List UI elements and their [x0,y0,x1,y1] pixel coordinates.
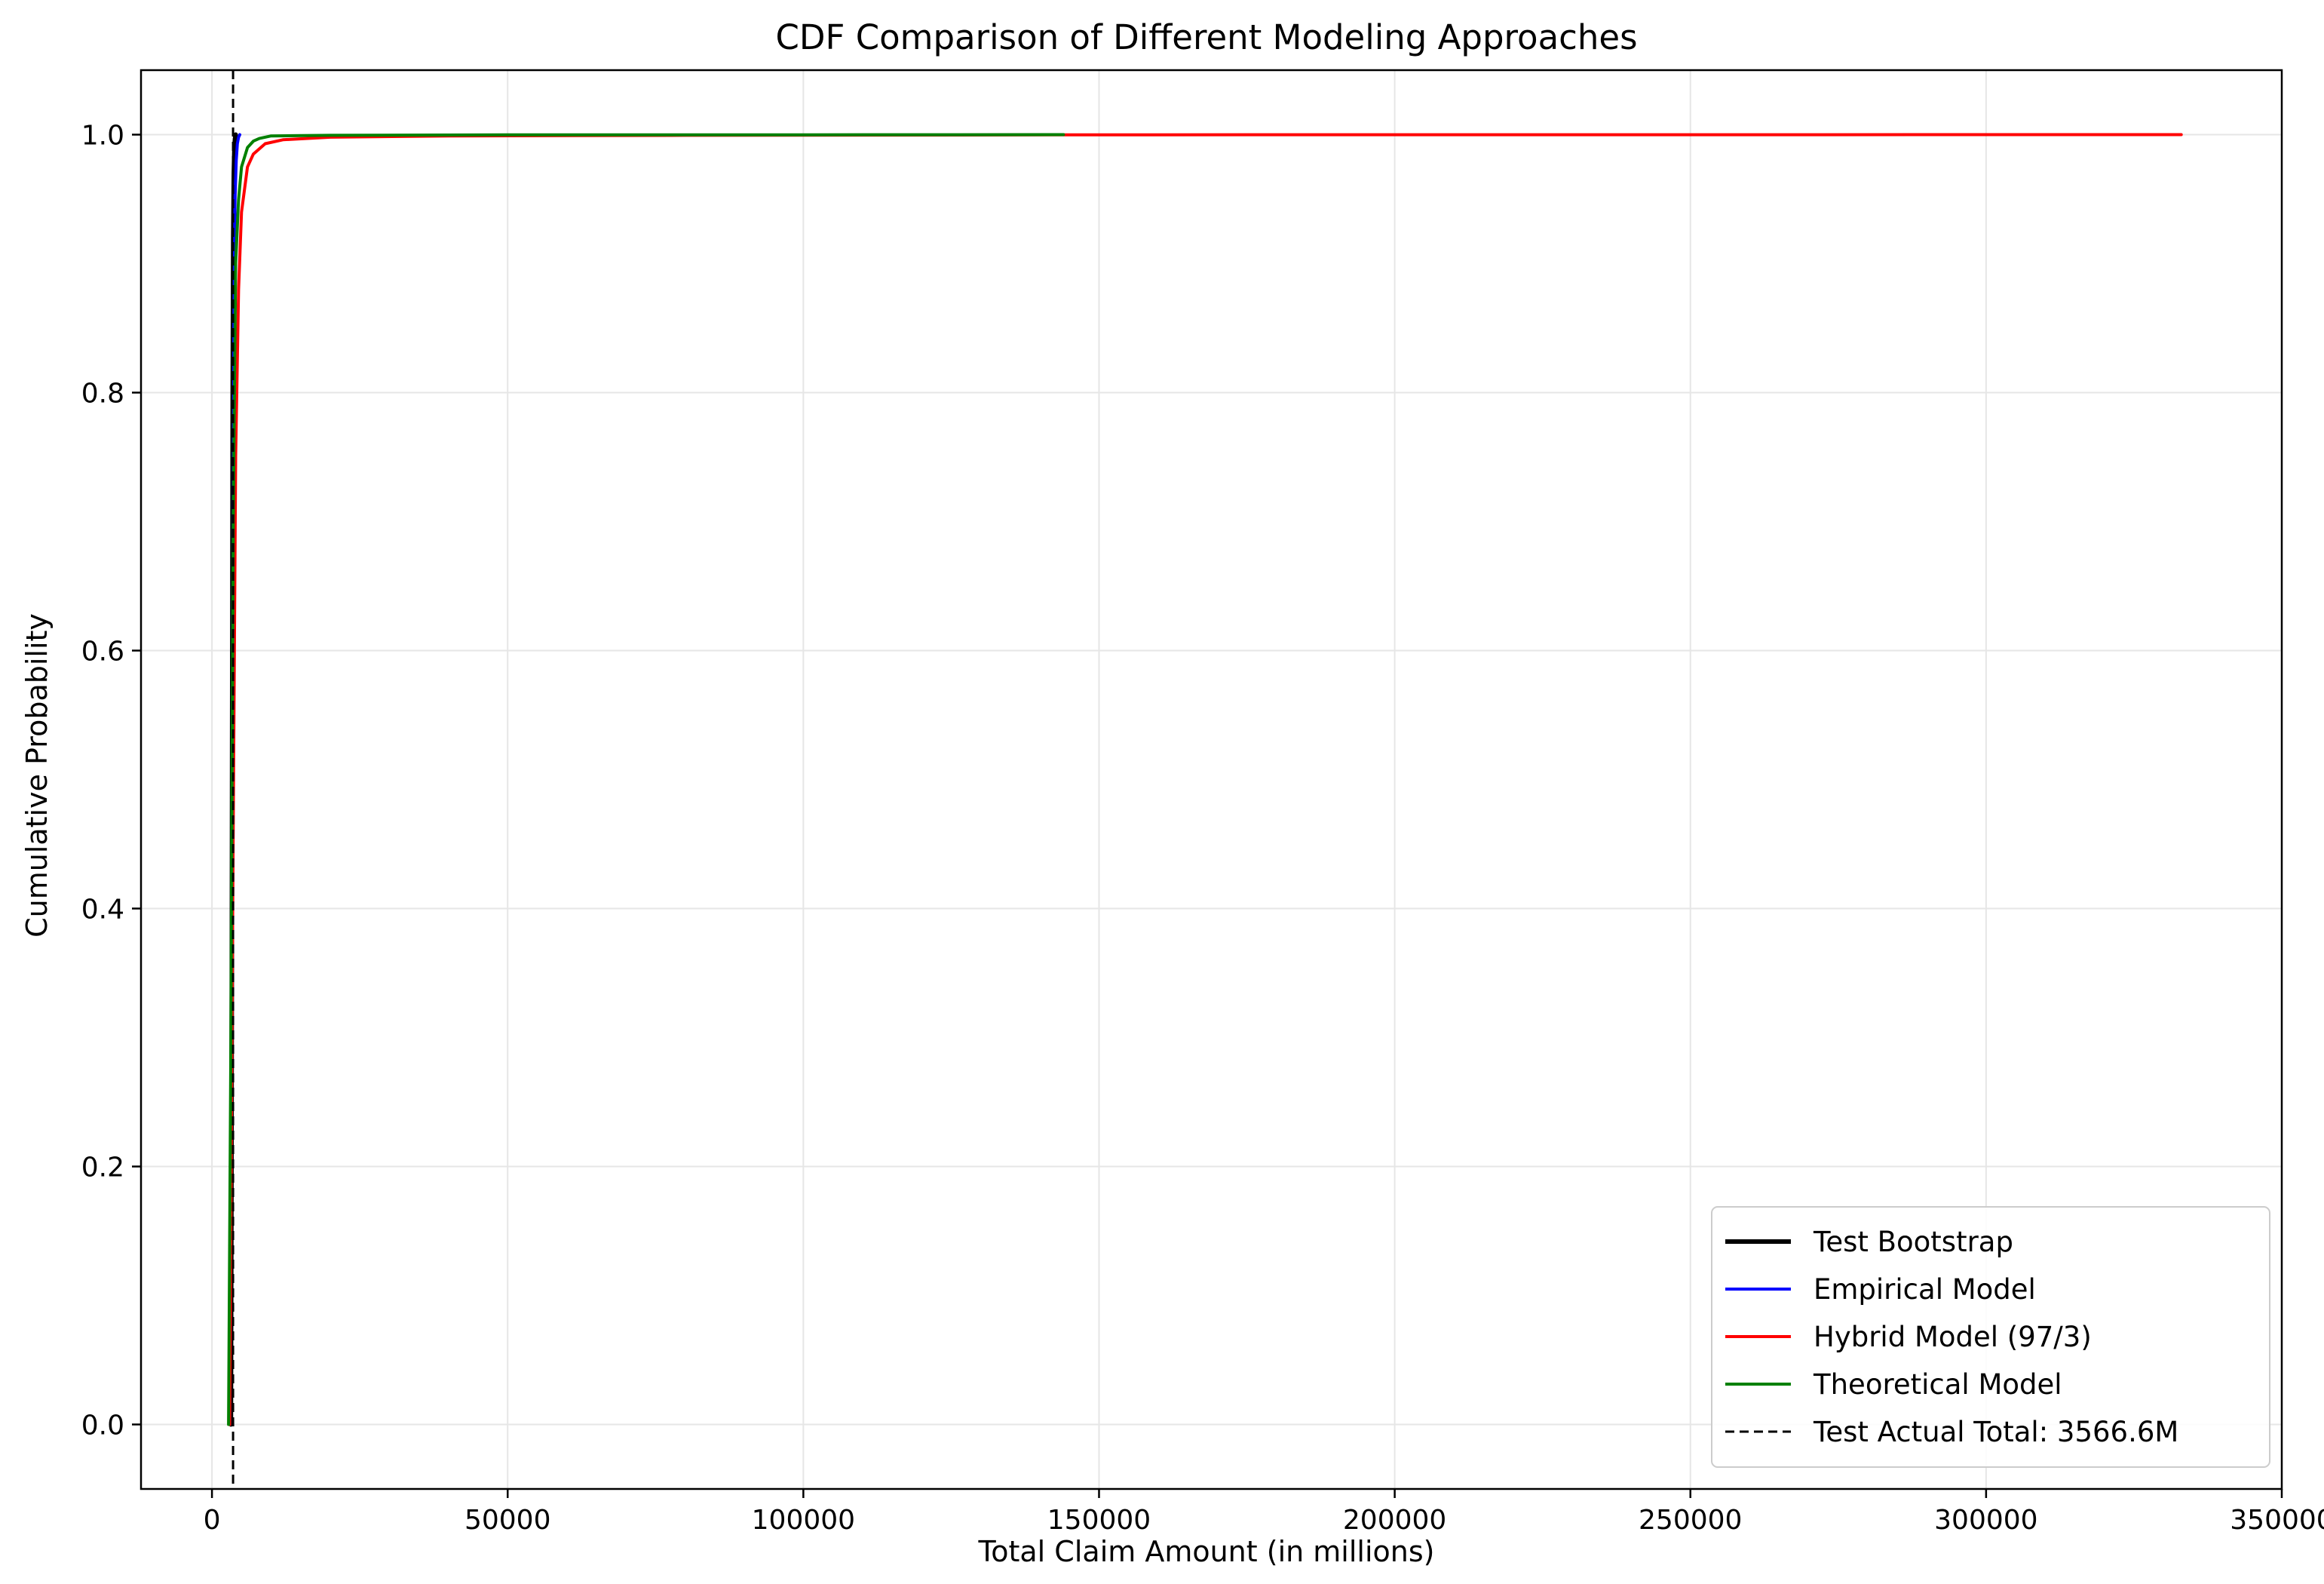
y-tick-label-4: 0.8 [81,379,124,410]
y-tick-label-0: 0.0 [81,1411,124,1441]
x-tick-label-5: 250000 [1639,1505,1742,1536]
plot-frame [140,69,2283,1490]
x-tick-label-7: 350000 [2230,1505,2324,1536]
plot-border [140,69,2283,1490]
x-tick-label-6: 300000 [1934,1505,2037,1536]
legend: Test Bootstrap Empirical Model Hybrid Mode… [1711,1206,2270,1468]
y-tick-label-2: 0.4 [81,895,124,926]
chart-title: CDF Comparison of Different Modeling App… [775,17,1637,57]
legend-label-1: Empirical Model [1814,1273,2036,1306]
legend-label-2: Hybrid Model (97/3) [1814,1321,2092,1353]
y-tick-label-1: 0.2 [81,1153,124,1183]
legend-label-0: Test Bootstrap [1813,1226,2013,1258]
x-tick-label-0: 0 [204,1505,221,1536]
legend-label-3: Theoretical Model [1813,1368,2062,1401]
y-axis-label: Cumulative Probability [20,613,54,938]
x-tick-label-3: 150000 [1047,1505,1151,1536]
y-tick-label-5: 1.0 [81,121,124,152]
legend-box [1711,1206,2270,1468]
x-axis-label: Total Claim Amount (in millions) [977,1535,1434,1568]
x-tick-label-1: 50000 [464,1505,551,1536]
x-axis-ticks: 0 50000 100000 150000 200000 250000 300000 3500… [204,1489,2324,1536]
legend-label-4: Test Actual Total: 3566.6M [1813,1416,2178,1448]
x-tick-label-4: 200000 [1343,1505,1446,1536]
y-tick-label-3: 0.6 [81,637,124,668]
x-tick-label-2: 100000 [752,1505,855,1536]
y-axis-ticks: 0.0 0.2 0.4 0.6 0.8 1.0 [81,121,141,1441]
